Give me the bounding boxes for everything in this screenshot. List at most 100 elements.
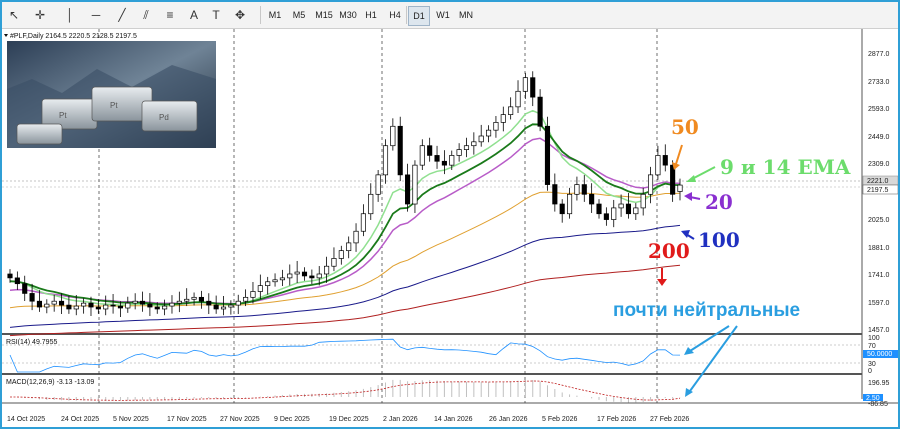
tf-mn[interactable]: MN (459, 10, 473, 20)
candle-bullish (287, 273, 293, 279)
rsi-label: RSI(14) 49.7955 (6, 339, 57, 346)
candle-bearish (559, 203, 565, 215)
line-price-tag: 2221.0 (867, 178, 889, 185)
tf-w1[interactable]: W1 (436, 10, 450, 20)
tf-h4[interactable]: H4 (389, 10, 401, 20)
rsi-level: 0 (868, 368, 872, 375)
time-label: 14 Oct 2025 (7, 416, 45, 423)
candle-bearish (603, 213, 609, 220)
candle-bullish (73, 305, 79, 310)
shapes-icon[interactable]: ✥ (234, 8, 246, 22)
candle-bullish (463, 145, 470, 150)
candle-bearish (88, 302, 94, 308)
price-label: 1457.0 (868, 327, 890, 334)
candle-bullish (390, 125, 396, 147)
macd-panel[interactable]: MACD(12,26,9) -3.13 -13.09 196.95 2.50 -… (6, 379, 890, 408)
candle-bullish (449, 155, 455, 166)
candle-bearish (552, 184, 558, 205)
ema100-annotation: 100 (698, 228, 740, 252)
time-label: 17 Feb 2026 (597, 416, 636, 423)
rsi-level: 30 (868, 361, 876, 368)
candle-bearish (309, 275, 315, 279)
candle-bullish (44, 303, 50, 308)
candle-bearish (596, 203, 602, 215)
time-label: 26 Jan 2026 (489, 416, 528, 423)
candle-bullish (611, 207, 617, 220)
macd-label: MACD(12,26,9) -3.13 -13.09 (6, 379, 94, 386)
ema-100-line (9, 224, 681, 328)
time-axis: 14 Oct 2025 24 Oct 2025 5 Nov 2025 17 No… (7, 416, 689, 423)
candle-bullish (243, 296, 249, 302)
fibonacci-icon[interactable]: ≡ (166, 8, 174, 22)
ema-9-line (9, 109, 680, 307)
candle-bearish (537, 96, 543, 127)
tf-h1[interactable]: H1 (365, 10, 377, 20)
tf-m1[interactable]: M1 (268, 10, 282, 20)
candle-bearish (662, 155, 668, 166)
svg-text:Pt: Pt (59, 111, 67, 120)
cursor-icon[interactable]: ↖ (8, 8, 20, 22)
candle-bullish (316, 273, 322, 279)
price-label: 1881.0 (868, 245, 890, 252)
candle-bearish (14, 277, 20, 285)
ema-fast-annotation: 9 и 14 EMA (720, 155, 851, 179)
candle-bearish (301, 271, 308, 277)
equidistant-channel-icon[interactable]: ⫽ (143, 8, 149, 22)
ema20-annotation: 20 (705, 190, 733, 214)
price-label: 1741.0 (868, 272, 890, 279)
candle-bullish (184, 298, 190, 302)
price-label: 2733.0 (868, 79, 890, 86)
tf-m30[interactable]: M30 (339, 10, 357, 20)
candle-bearish (22, 283, 28, 294)
candle-bearish (206, 300, 212, 306)
time-label: 5 Feb 2026 (542, 416, 578, 423)
candle-bearish (58, 300, 65, 306)
candle-bullish (500, 114, 506, 123)
candle-bearish (66, 304, 72, 310)
candle-bearish (154, 306, 160, 310)
candle-bearish (110, 304, 116, 307)
candle-bullish (324, 265, 330, 275)
candle-bullish (176, 300, 182, 304)
macd-level: 196.95 (868, 380, 890, 387)
tf-d1[interactable]: D1 (408, 6, 430, 26)
annotations: 50 9 и 14 EMA 20 100 200 почти нейтральн… (613, 115, 851, 397)
price-label: 1597.0 (868, 300, 890, 307)
time-label: 27 Nov 2025 (220, 416, 260, 423)
crosshair-icon[interactable]: ✛ (34, 8, 46, 22)
tf-m5[interactable]: M5 (292, 10, 306, 20)
price-label: 2449.0 (868, 134, 890, 141)
symbol-info: #PLF,Daily 2164.5 2220.5 2128.5 2197.5 (10, 33, 137, 40)
text-tool-icon[interactable]: T (212, 8, 220, 22)
candle-bullish (132, 300, 138, 304)
candle-bearish (581, 184, 587, 195)
vertical-line-icon[interactable]: │ (66, 8, 74, 22)
candle-bullish (125, 302, 131, 309)
candle-bullish (382, 145, 389, 176)
time-label: 24 Oct 2025 (61, 416, 99, 423)
candle-bullish (618, 203, 624, 209)
candle-bullish (220, 306, 227, 310)
horizontal-line-icon[interactable]: ─ (91, 8, 101, 22)
rsi-panel[interactable]: RSI(14) 49.7955 100 70 50.0000 30 0 (2, 335, 898, 375)
time-label: 14 Jan 2026 (434, 416, 473, 423)
candle-bearish (117, 305, 123, 309)
candle-bullish (508, 106, 514, 115)
platinum-bars-image: Pt Pt Pd (7, 41, 216, 148)
time-label: 5 Nov 2025 (113, 416, 149, 423)
candle-bullish (640, 193, 646, 209)
text-label-icon[interactable]: A (189, 8, 198, 22)
price-label: 2877.0 (868, 51, 890, 58)
candle-bearish (7, 273, 13, 279)
trendline-icon[interactable]: ╱ (118, 8, 126, 22)
candle-bullish (338, 250, 344, 259)
time-label: 17 Nov 2025 (167, 416, 207, 423)
candle-bullish (375, 174, 381, 195)
candle-bullish (346, 242, 352, 252)
rsi-level: 100 (868, 335, 880, 342)
tf-m15[interactable]: M15 (315, 10, 333, 20)
candle-bearish (95, 306, 101, 310)
candle-bullish (162, 305, 168, 310)
chart-area[interactable]: Pt Pt Pd #PLF,Daily 2164.5 2220.5 2128.5… (2, 29, 898, 427)
